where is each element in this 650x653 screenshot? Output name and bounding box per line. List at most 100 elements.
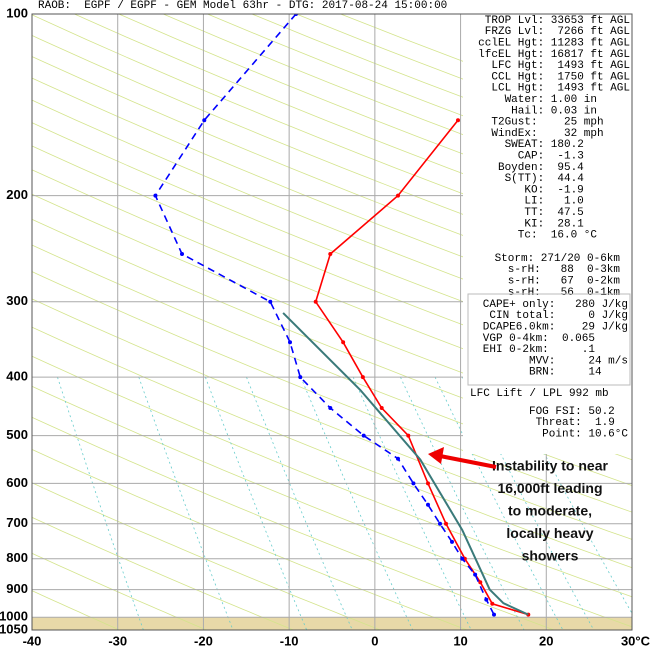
profile-point (396, 456, 400, 461)
info-line: TT: 47.5 (524, 207, 630, 219)
profile-point (492, 612, 496, 617)
x-tick-label: 0 (371, 633, 378, 648)
info-line: FRZG Lvl: 7266 ft AGL (485, 26, 630, 38)
profile-line (282, 312, 529, 616)
info-line: VGP 0-4km: 0.065 (483, 333, 628, 345)
info-line: WindEx: 32 mph (491, 128, 630, 140)
x-tick-label: 10 (453, 633, 467, 648)
x-tick-label: -30 (108, 633, 127, 648)
ground-band (32, 617, 632, 630)
annotation: 16,000ft leading (497, 480, 602, 496)
info-line: CAPE+ only: 280 J/kg (483, 299, 628, 311)
profile-point (450, 539, 454, 544)
y-tick-label: 200 (6, 187, 28, 202)
info-line: Point: 10.6°C (542, 429, 628, 441)
profile-point (460, 556, 465, 561)
profile-point (288, 340, 292, 345)
plot-frame (31, 13, 633, 631)
dry-adiabat (32, 99, 632, 342)
info-line: KO: -1.9 (524, 184, 630, 196)
x-tick-label: 30°C (621, 633, 650, 648)
info-line: TROP Lvl: 33653 ft AGL (485, 15, 630, 27)
dry-adiabat (32, 122, 632, 364)
info-line: BRN: 14 (529, 367, 628, 379)
mixing-ratio-line (300, 377, 414, 630)
profile-point (153, 193, 158, 198)
profile-line (154, 14, 495, 615)
annotation: locally heavy (506, 525, 593, 541)
dry-adiabat (32, 169, 632, 411)
profile-point (484, 597, 489, 602)
dry-adiabat (32, 218, 632, 461)
profile-point (411, 481, 416, 486)
annotation: showers (522, 548, 579, 564)
cape-box (467, 293, 631, 386)
profile-point (406, 433, 411, 438)
info-line: FOG FSI: 50.2 (529, 406, 628, 418)
info-line: LI: 1.0 (524, 196, 630, 208)
x-tick-label: -10 (280, 633, 299, 648)
annotation: to moderate, (508, 503, 592, 519)
info-line: LFC Hgt: 1493 ft AGL (491, 60, 630, 72)
y-tick-label: 400 (6, 369, 28, 384)
info-line: CAP: -1.3 (518, 151, 630, 163)
info-line: s-rH: 67 0-2km (508, 276, 621, 288)
info-line: lfcEL Hgt: 16817 ft AGL (478, 49, 630, 61)
profile-point (456, 118, 460, 123)
info-line: Tc: 16.0 °C (518, 230, 630, 242)
profile-point (490, 601, 495, 606)
y-tick-label: 800 (6, 550, 28, 565)
y-tick-label: 600 (6, 475, 28, 490)
profile-point (426, 481, 430, 486)
mixing-ratio-line (246, 377, 353, 630)
info-line: s-rH: 56 0-1km (508, 287, 621, 299)
info-line: MVV: 24 m/s (529, 355, 628, 367)
info-line: cclEL Hgt: 11283 ft AGL (478, 38, 630, 50)
profile-point (360, 375, 365, 380)
mixing-ratio-line (400, 377, 525, 630)
info-line: CCL Hgt: 1750 ft AGL (491, 71, 630, 83)
profile-point (438, 521, 442, 526)
info-line: Hail: 0.03 in (511, 105, 630, 117)
info-line: Water: 1.00 in (505, 94, 630, 106)
profile-point (361, 433, 366, 438)
series (153, 14, 531, 617)
dry-adiabat (32, 298, 632, 540)
profile-point (268, 299, 273, 304)
profile-point (313, 299, 318, 304)
y-tick-label: 1050 (0, 621, 28, 636)
info-line: SWEAT: 180.2 (505, 139, 630, 151)
lift-label: LFC Lift / LPL 992 mb (470, 388, 609, 400)
y-tick-label: 500 (6, 427, 28, 442)
y-tick-label: 100 (6, 5, 28, 20)
y-tick-label: 900 (6, 581, 28, 596)
dry-adiabat (32, 244, 632, 486)
x-tick-label: 20 (539, 633, 553, 648)
info-line: KI: 28.1 (524, 218, 630, 230)
info-line: T2Gust: 25 mph (491, 117, 630, 129)
mixing-ratio-line (57, 377, 144, 630)
x-tick-label: -40 (23, 633, 42, 648)
annotation: Instability to near (492, 458, 608, 474)
profile-point (341, 340, 346, 345)
y-tick-label: 700 (6, 515, 28, 530)
profile-point (444, 521, 448, 526)
profile-point (379, 406, 384, 411)
info-line: Boyden: 95.4 (498, 162, 630, 174)
dry-adiabat (32, 326, 632, 569)
mixing-ratio-line (138, 377, 234, 630)
annotation-arrow (439, 454, 497, 469)
dry-adiabat (32, 271, 632, 513)
annotation-arrowhead (428, 447, 444, 464)
profile-point (478, 580, 483, 585)
profile-line (314, 119, 529, 616)
profile-point (473, 572, 478, 577)
info-line: DCAPE6.0km: 29 J/kg (483, 322, 628, 334)
y-tick-label: 300 (6, 293, 28, 308)
info-line: Storm: 271/20 0-6km (495, 253, 621, 265)
info-line: EHI 0-2km: .1 (483, 344, 628, 356)
profile-point (180, 252, 184, 257)
x-tick-label: -20 (194, 633, 213, 648)
